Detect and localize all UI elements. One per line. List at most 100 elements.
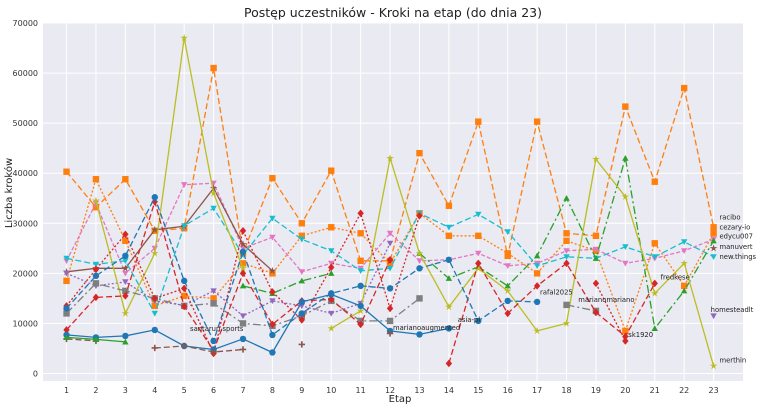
data-point-santarun.sports <box>269 349 276 356</box>
data-point-racibo <box>651 178 658 185</box>
data-point-asia-pl <box>63 326 70 334</box>
data-point-merthin <box>533 326 541 335</box>
data-point-homesteadlt <box>210 288 217 295</box>
x-tick-label: 3 <box>123 386 128 395</box>
data-point-santarun.sports <box>416 331 423 338</box>
series-line-santarun.sports <box>66 293 450 354</box>
data-point-edycu007 <box>592 246 600 253</box>
data-point-cezary-io <box>63 277 70 285</box>
data-point-merthin <box>92 196 100 204</box>
data-point-merthin <box>445 302 453 311</box>
y-tick-label: 30000 <box>13 219 38 228</box>
data-point-santarun.sports <box>445 325 453 332</box>
series-annotation: merthin <box>719 356 746 364</box>
data-point-marianomariano <box>210 300 217 307</box>
data-point-merthin <box>239 264 247 272</box>
data-point-racibo <box>475 118 482 125</box>
data-point-new.things <box>269 215 276 222</box>
x-tick-label: 10 <box>326 386 336 395</box>
data-point-racibo <box>563 230 570 237</box>
data-point-new.things <box>122 258 129 265</box>
data-point-merthin <box>474 264 483 272</box>
data-point-merthin <box>503 286 512 295</box>
data-point-cezary-io <box>151 302 158 310</box>
series-line-merthin <box>330 157 715 367</box>
data-point-santarun.sports <box>122 332 129 340</box>
series-line-marianomariano <box>566 304 597 312</box>
data-point-cezary-io <box>328 224 335 231</box>
data-point-rafal2025 <box>180 342 188 350</box>
data-point-edycu007 <box>180 182 188 188</box>
data-point-new.things <box>622 244 629 251</box>
series-annotation: fredkese <box>661 273 690 281</box>
data-point-new.things <box>63 255 70 262</box>
data-point-fredkese <box>710 237 717 244</box>
data-point-new.things <box>504 229 511 235</box>
data-point-cezary-io <box>475 232 482 239</box>
data-point-rafal2025 <box>210 348 217 356</box>
data-point-cezary-io <box>445 232 453 239</box>
series-line-asia-pl <box>66 199 391 352</box>
data-point-marianoaugmented <box>298 310 306 317</box>
x-tick-label: 18 <box>561 386 571 395</box>
data-point-rafal2025 <box>151 344 158 352</box>
data-point-alex <box>92 336 100 343</box>
data-point-cezary-io <box>504 250 511 257</box>
series-annotation: santarun.sports <box>190 325 244 333</box>
data-point-racibo <box>298 220 306 227</box>
data-point-racibo <box>592 232 600 239</box>
data-point-asia-pl <box>269 320 276 329</box>
data-point-cezary-io <box>357 230 364 237</box>
data-point-new.things <box>210 205 217 212</box>
data-point-new.things <box>651 254 658 261</box>
data-point-marianoaugmented <box>357 282 364 290</box>
data-point-alex <box>122 338 129 345</box>
data-point-asia-pl <box>504 309 511 318</box>
data-point-sk1920 <box>180 284 188 293</box>
data-point-asia-pl <box>622 332 629 341</box>
data-point-new.things <box>298 236 306 243</box>
x-tick-label: 22 <box>679 386 689 395</box>
data-point-asia-pl <box>533 282 541 290</box>
data-point-racibo <box>680 84 688 92</box>
series-line-sk1920 <box>595 283 626 342</box>
data-point-marianoaugmented <box>63 305 70 312</box>
data-point-marianoaugmented <box>92 272 100 280</box>
data-point-racibo <box>122 176 129 183</box>
data-point-marianoaugmented <box>475 317 482 325</box>
x-tick-label: 21 <box>650 386 660 395</box>
series-alex <box>63 334 129 345</box>
data-point-sk1920 <box>357 209 364 218</box>
data-point-sk1920 <box>269 288 276 296</box>
data-point-sk1920 <box>92 265 100 274</box>
series-annotation: homesteadlt <box>711 306 754 314</box>
data-point-cezary-io <box>563 237 570 245</box>
data-point-marianoaugmented <box>122 252 129 260</box>
data-point-sk1920 <box>592 279 600 288</box>
data-point-new.things <box>386 265 394 272</box>
data-point-sk1920 <box>239 226 247 235</box>
data-point-edycu007 <box>622 260 629 267</box>
data-point-sk1920 <box>151 294 158 303</box>
data-point-fredkese <box>592 255 600 261</box>
data-point-fredkese <box>533 252 541 259</box>
data-point-cezary-io <box>651 240 658 247</box>
series-sk1920 <box>63 209 629 358</box>
data-point-sk1920 <box>328 263 335 272</box>
data-point-asia-pl <box>92 293 100 302</box>
data-point-new.things <box>357 268 364 275</box>
data-point-homesteadlt <box>269 298 276 305</box>
data-point-merthin <box>621 192 630 200</box>
data-point-fredkese <box>651 325 658 331</box>
data-point-merthin <box>209 189 218 197</box>
data-point-racibo <box>269 175 276 182</box>
x-tick-label: 15 <box>473 386 483 395</box>
data-point-marianoaugmented <box>386 285 394 292</box>
data-point-merthin <box>327 324 336 332</box>
x-tick-label: 7 <box>240 386 245 395</box>
data-point-manuvert <box>209 184 218 192</box>
data-point-racibo <box>328 167 335 174</box>
data-point-cezary-io <box>239 260 247 267</box>
